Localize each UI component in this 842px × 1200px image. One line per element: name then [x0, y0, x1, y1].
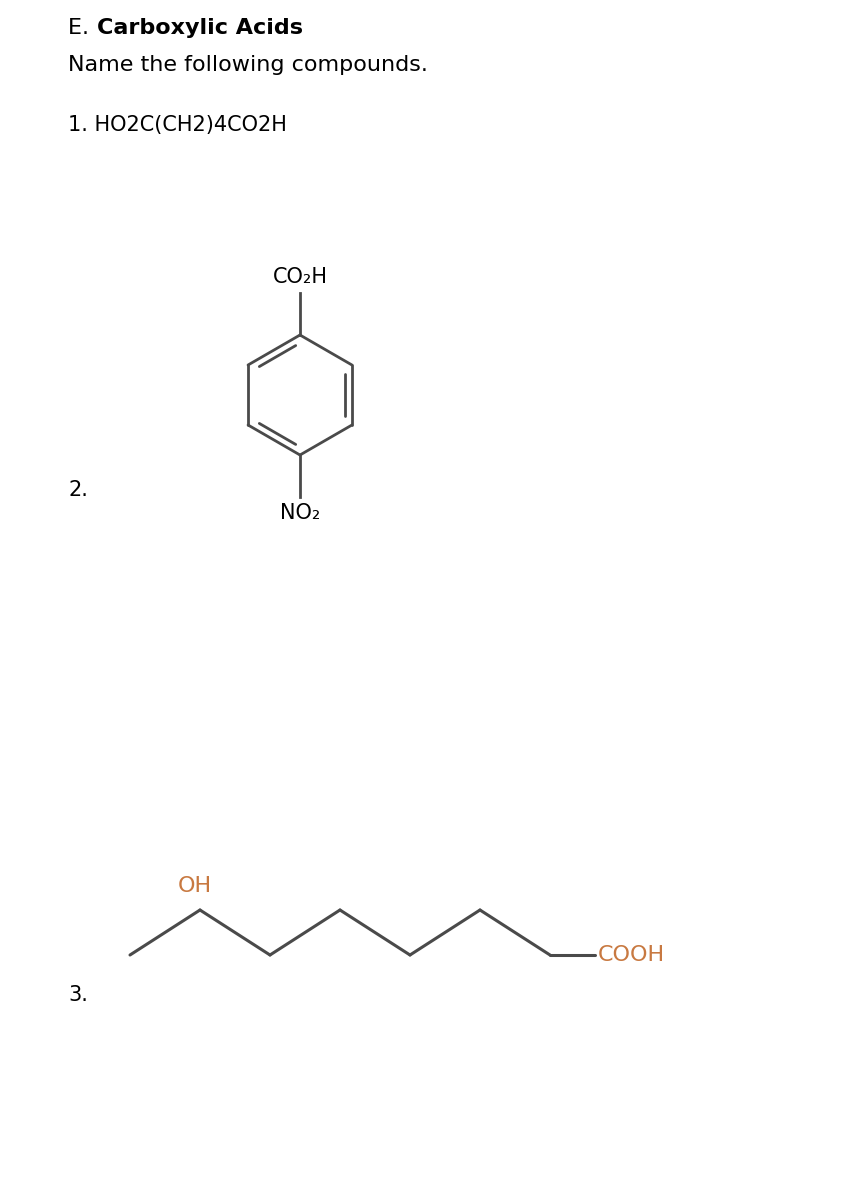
Text: COOH: COOH [598, 946, 665, 965]
Text: NO₂: NO₂ [280, 503, 320, 523]
Text: 3.: 3. [68, 985, 88, 1006]
Text: Name the following compounds.: Name the following compounds. [68, 55, 428, 74]
Text: OH: OH [178, 876, 212, 896]
Text: E.: E. [68, 18, 96, 38]
Text: 1. HO2C(CH2)4CO2H: 1. HO2C(CH2)4CO2H [68, 115, 287, 134]
Text: Carboxylic Acids: Carboxylic Acids [97, 18, 303, 38]
Text: 2.: 2. [68, 480, 88, 500]
Text: CO₂H: CO₂H [273, 266, 328, 287]
